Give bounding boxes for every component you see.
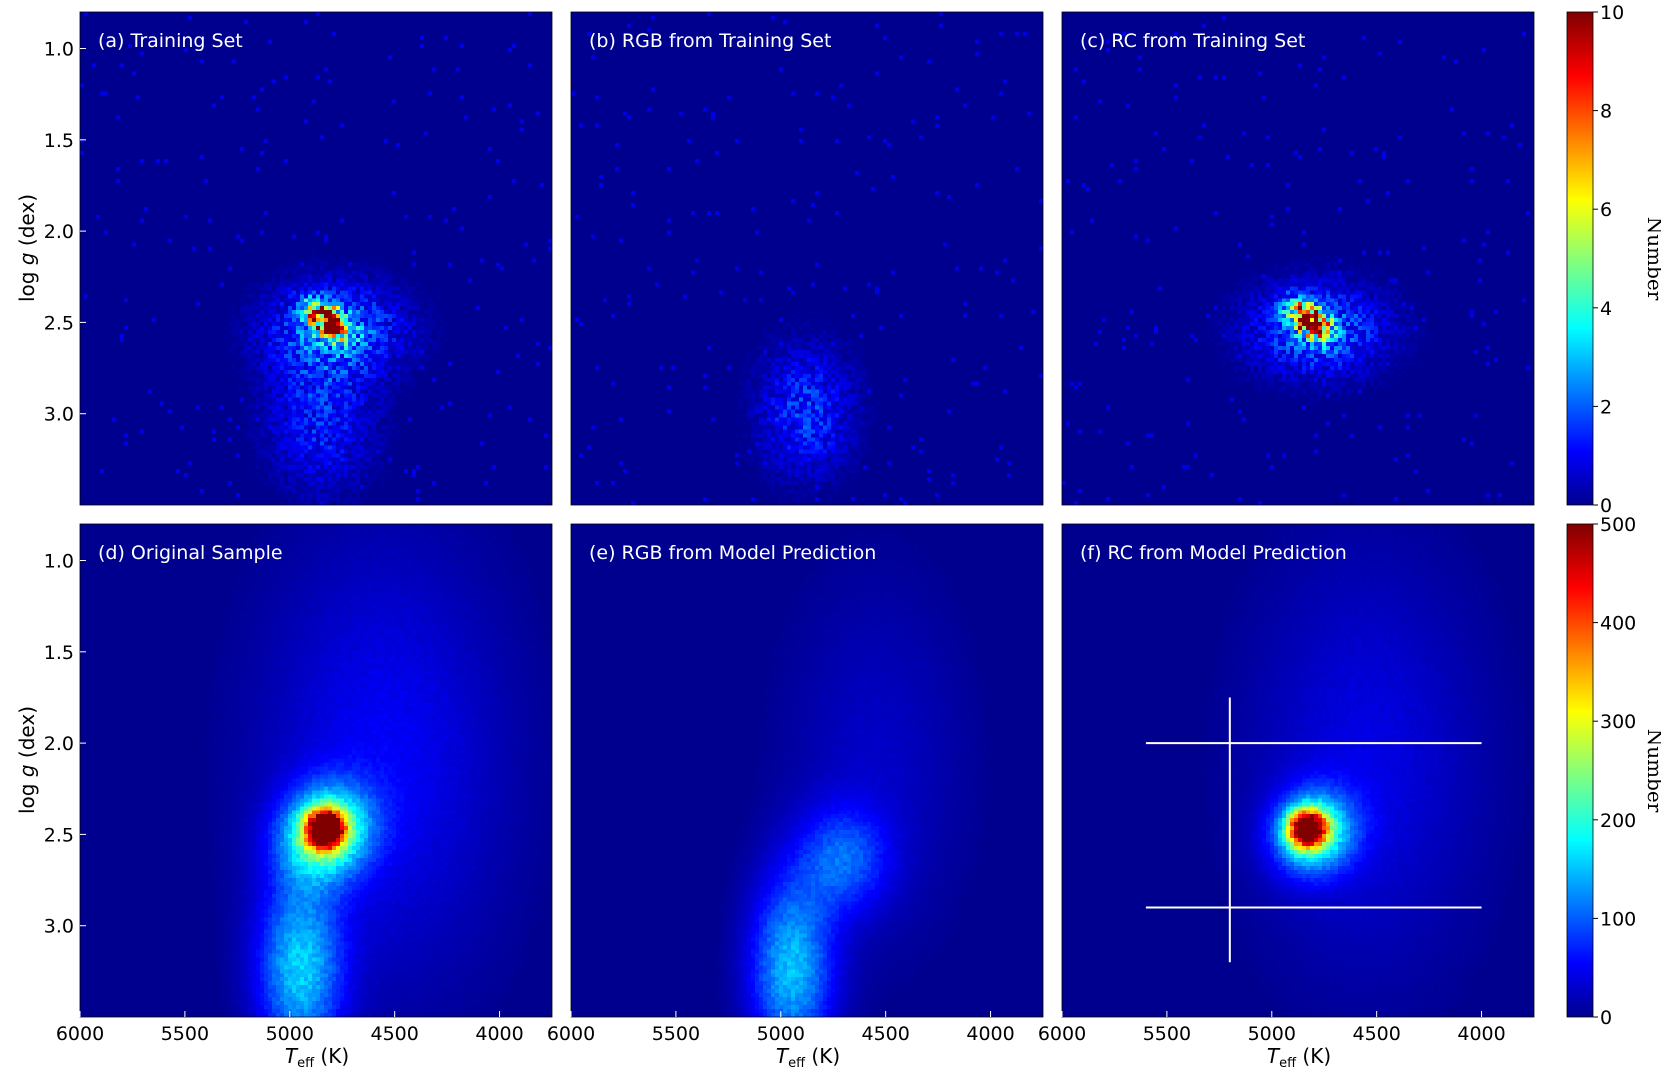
x-tick-label-d-4500: 4500 [370, 1023, 418, 1045]
colorbar-gradient-top [1566, 11, 1594, 506]
x-tick-label-d-5500: 5500 [161, 1023, 209, 1045]
y-tick-label-a-2.5: 2.5 [44, 312, 74, 334]
colorbars: 0 2 4 6 8 10 Number 0 100 200 300 400 500 Number [1566, 2, 1661, 1029]
plot-frame-b [570, 11, 1044, 506]
heatmap-f [1062, 524, 1534, 1017]
colorbar-tick-label-bottom-100: 100 [1600, 908, 1636, 930]
y-axis-label-top: log g (dex) [15, 194, 39, 302]
colorbar-tick-label-bottom-200: 200 [1600, 810, 1636, 832]
x-tick-label-e-4000: 4000 [966, 1023, 1014, 1045]
x-tick-label-e-5500: 5500 [652, 1023, 700, 1045]
y-tick-label-a-2.0: 2.0 [44, 221, 74, 243]
colorbar-tick-label-top-0: 0 [1600, 495, 1612, 517]
plot-frame-a [79, 11, 553, 506]
y-tick-label-d-1.0: 1.0 [44, 551, 74, 573]
colorbar-tick-label-top-8: 8 [1600, 101, 1612, 123]
plot-frame-c [1061, 11, 1535, 506]
x-axis-label-e: Teff (K) [776, 1044, 840, 1071]
x-tick-label-f-6000: 6000 [1038, 1023, 1086, 1045]
colorbar-bottom: 0 100 200 300 400 500 Number [1566, 514, 1661, 1029]
colorbar-tick-label-bottom-0: 0 [1600, 1007, 1612, 1029]
panels: (a) Training Set 1.0 1.5 2.0 2.5 3.0 (b) RGB f… [44, 11, 1535, 1045]
x-axis-label-f: Teff (K) [1267, 1044, 1331, 1071]
heatmap-b [571, 12, 1043, 505]
colorbar-tick-label-top-2: 2 [1600, 396, 1612, 418]
heatmap-c [1062, 12, 1534, 505]
panel-title-f: (f) RC from Model Prediction [1080, 542, 1347, 564]
x-tick-label-e-6000: 6000 [547, 1023, 595, 1045]
heatmap-e [571, 524, 1043, 1017]
plot-frame-e [570, 523, 1044, 1018]
x-tick-label-f-4000: 4000 [1457, 1023, 1505, 1045]
colorbar-label-top: Number [1643, 217, 1661, 301]
x-tick-label-f-4500: 4500 [1352, 1023, 1400, 1045]
y-tick-label-d-2.0: 2.0 [44, 733, 74, 755]
colorbar-tick-label-bottom-300: 300 [1600, 711, 1636, 733]
heatmap-a [80, 12, 552, 505]
colorbar-top: 0 2 4 6 8 10 Number [1566, 2, 1661, 517]
x-axis-label-d: Teff (K) [285, 1044, 349, 1071]
x-tick-label-f-5500: 5500 [1143, 1023, 1191, 1045]
panel-f: (f) RC from Model Prediction 6000 5500 5000… [1038, 523, 1535, 1045]
y-tick-label-d-1.5: 1.5 [44, 642, 74, 664]
x-tick-label-d-4000: 4000 [475, 1023, 523, 1045]
y-tick-label-d-2.5: 2.5 [44, 824, 74, 846]
heatmap-d [80, 524, 552, 1017]
plot-frame-f [1061, 523, 1535, 1018]
y-tick-label-d-3.0: 3.0 [44, 916, 74, 938]
x-tick-label-f-5000: 5000 [1248, 1023, 1296, 1045]
panel-e: (e) RGB from Model Prediction 6000 5500 500… [547, 523, 1044, 1045]
colorbar-tick-label-top-4: 4 [1600, 298, 1612, 320]
colorbar-tick-label-bottom-400: 400 [1600, 613, 1636, 635]
colorbar-tick-label-top-6: 6 [1600, 199, 1612, 221]
x-tick-label-d-5000: 5000 [266, 1023, 314, 1045]
panel-title-a: (a) Training Set [98, 30, 243, 52]
y-tick-label-a-1.0: 1.0 [44, 39, 74, 61]
panel-b: (b) RGB from Training Set [570, 11, 1044, 506]
colorbar-gradient-bottom [1566, 523, 1594, 1018]
colorbar-tick-label-top-10: 10 [1600, 2, 1624, 24]
x-tick-label-e-5000: 5000 [757, 1023, 805, 1045]
panel-d: (d) Original Sample 1.0 1.5 2.0 2.5 3.0 6000 55… [44, 523, 553, 1045]
panel-a: (a) Training Set 1.0 1.5 2.0 2.5 3.0 [44, 11, 553, 506]
y-tick-label-a-3.0: 3.0 [44, 404, 74, 426]
plot-frame-d [79, 523, 553, 1018]
panel-title-c: (c) RC from Training Set [1080, 30, 1305, 52]
y-axis-label-bottom: log g (dex) [15, 706, 39, 814]
x-tick-label-d-6000: 6000 [56, 1023, 104, 1045]
panel-title-d: (d) Original Sample [98, 542, 283, 564]
panel-title-b: (b) RGB from Training Set [589, 30, 831, 52]
y-tick-label-a-1.5: 1.5 [44, 130, 74, 152]
colorbar-tick-label-bottom-500: 500 [1600, 514, 1636, 536]
panel-c: (c) RC from Training Set [1061, 11, 1535, 506]
colorbar-label-bottom: Number [1643, 729, 1661, 813]
x-tick-label-e-4500: 4500 [861, 1023, 909, 1045]
panel-title-e: (e) RGB from Model Prediction [589, 542, 876, 564]
